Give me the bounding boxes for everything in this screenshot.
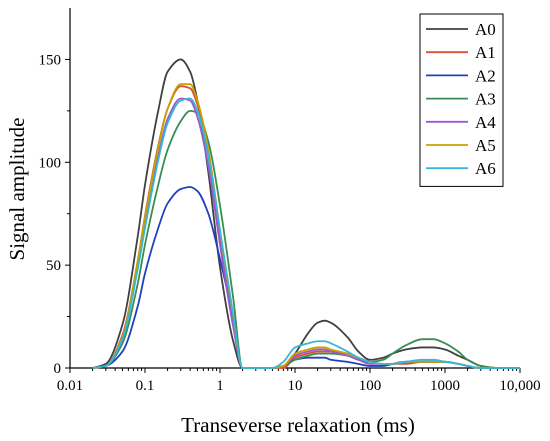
legend-label-a5: A5 (475, 136, 496, 155)
axes-group: 0.01 0.1 1 10 100 1000 10,000 0 50 100 150 (39, 8, 541, 394)
legend: A0 A1 A2 A3 A4 A5 A6 (419, 13, 504, 187)
x-tick-label: 100 (359, 378, 382, 394)
x-tick-label: 0.01 (57, 378, 83, 394)
x-tick-label: 0.1 (136, 378, 155, 394)
legend-label-a6: A6 (475, 159, 496, 178)
x-tick-label: 10 (288, 378, 303, 394)
y-axis-title: Signal amplitude (5, 118, 29, 261)
legend-label-a2: A2 (475, 66, 496, 85)
series-line-a3 (92, 109, 520, 369)
y-tick-label: 50 (46, 258, 61, 274)
legend-box (419, 13, 504, 187)
series-layer (92, 58, 520, 369)
x-tick-label: 1 (216, 378, 224, 394)
series-line-a6 (92, 97, 520, 369)
series-line-a2 (92, 186, 520, 369)
x-tick-label: 1000 (430, 378, 460, 394)
legend-label-a3: A3 (475, 90, 496, 109)
y-tick-label: 0 (54, 361, 62, 377)
x-tick-label: 10,000 (499, 378, 540, 394)
x-axis-title: Transeverse relaxation (ms) (181, 413, 415, 437)
legend-label-a0: A0 (475, 20, 496, 39)
legend-label-a4: A4 (475, 113, 496, 132)
series-line-a0 (92, 58, 520, 369)
y-tick-label: 150 (39, 52, 62, 68)
legend-label-a1: A1 (475, 43, 496, 62)
y-tick-label: 100 (39, 155, 62, 171)
